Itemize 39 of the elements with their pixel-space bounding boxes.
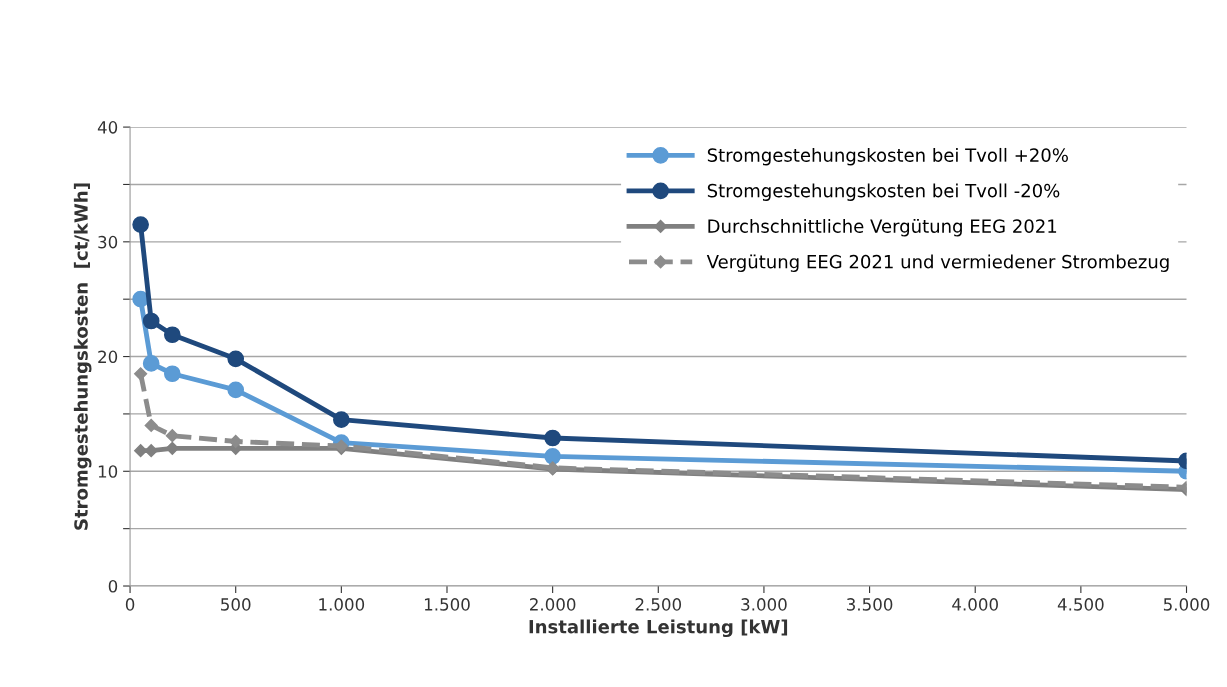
y-tick-label: 40 (97, 121, 118, 134)
point (544, 429, 561, 447)
y-axis-title: Stromgestehungskosten [ct/kWh] (73, 183, 92, 530)
x-axis-title: Installierte Leistung [kW] (529, 619, 788, 638)
x-tick-label: 4.500 (1057, 598, 1104, 611)
x-tick-label: 2.500 (635, 598, 682, 611)
x-tick-label: 3.500 (846, 598, 893, 611)
point (227, 381, 245, 399)
y-tick-label: 20 (98, 350, 118, 364)
point (165, 441, 179, 455)
legend-label: Durchschnittliche Vergütung EEG 2021 (708, 218, 1057, 237)
x-tick-label: 1.500 (424, 598, 470, 611)
x-tick-label: 0 (125, 598, 135, 611)
x-tick-label: 3.000 (741, 598, 787, 611)
x-tick-label: 500 (221, 598, 251, 611)
point (144, 418, 158, 432)
point (132, 216, 149, 233)
point (163, 326, 181, 344)
point (229, 434, 243, 449)
x-tick-label: 4.000 (952, 598, 998, 611)
point (134, 367, 148, 381)
legend-label: Vergütung EEG 2021 und vermiedener Strombezug (706, 254, 1169, 272)
legend-label: Stromgestehungskosten bei Tvoll -20% (707, 183, 1060, 201)
x-tick-label: 1.000 (319, 598, 365, 611)
legend-label: Stromgestehungskosten bei Tvoll +20% (707, 147, 1068, 166)
point (227, 350, 245, 368)
x-tick-label: 5.000 (1163, 598, 1210, 611)
x-tick-label: 2.000 (530, 598, 576, 611)
point (163, 365, 181, 383)
point (333, 411, 350, 428)
y-tick-label: 0 (108, 579, 118, 593)
point (142, 355, 160, 372)
point (144, 444, 158, 458)
point (165, 429, 179, 443)
y-tick-label: 30 (98, 235, 118, 249)
point (134, 444, 148, 458)
y-tick-label: 10 (98, 465, 118, 478)
point (544, 448, 561, 465)
point (142, 312, 160, 330)
